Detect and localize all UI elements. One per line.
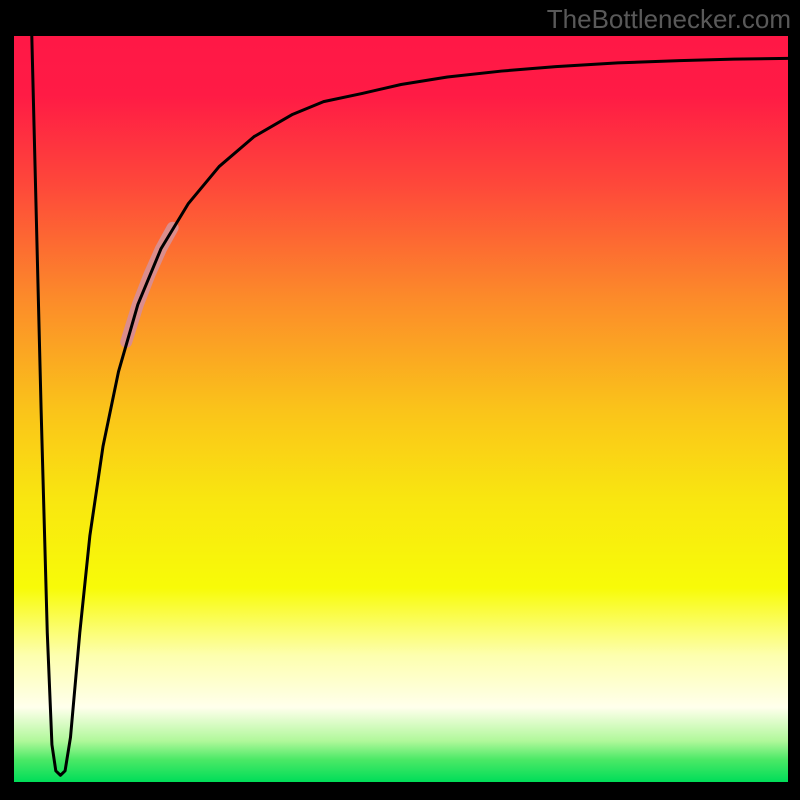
main-curve — [32, 36, 788, 775]
chart-container: TheBottlenecker.com — [0, 0, 800, 800]
plot-area — [14, 36, 788, 782]
curve-layer — [14, 36, 788, 782]
watermark-text: TheBottlenecker.com — [547, 4, 791, 35]
